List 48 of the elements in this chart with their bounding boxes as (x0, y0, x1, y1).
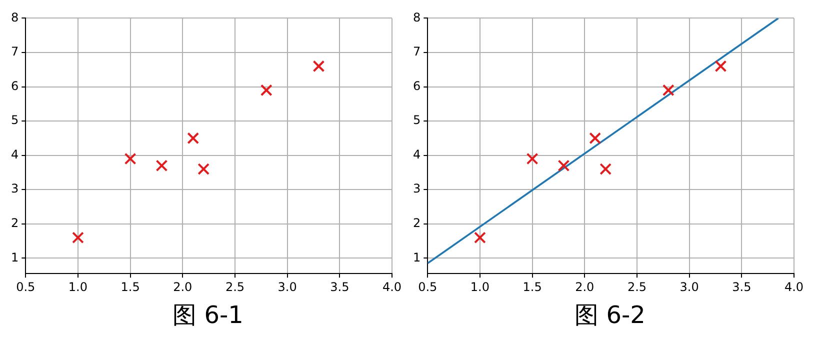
y-tick-label: 1 (10, 250, 19, 264)
x-tick-label: 2.5 (627, 280, 647, 294)
x-tick-label: 3.5 (732, 280, 752, 294)
y-tick-label: 6 (10, 78, 19, 93)
y-tick-label: 7 (412, 44, 421, 59)
x-tick-label: 1.0 (470, 280, 490, 294)
x-tick-label: 2.0 (173, 280, 192, 294)
y-tick-label: 1 (412, 250, 421, 264)
point (198, 163, 210, 175)
point (600, 163, 612, 175)
point (662, 84, 674, 96)
y-tick-label: 3 (412, 182, 421, 196)
x-tick-label: 3.5 (330, 280, 350, 294)
y-tick-label: 8 (412, 10, 421, 24)
point (589, 132, 602, 144)
x-tick-label: 4.0 (382, 280, 402, 294)
x-tick-label: 2.5 (225, 280, 245, 294)
point (156, 160, 168, 172)
y-tick-label: 2 (10, 216, 19, 230)
y-tick-label: 7 (10, 44, 19, 59)
point (260, 84, 272, 96)
x-tick-label: 3.0 (278, 280, 297, 294)
y-tick-label: 4 (10, 147, 19, 162)
point (72, 232, 84, 244)
x-tick-label: 1.5 (522, 280, 542, 294)
point (312, 60, 325, 72)
x-tick-label: 4.0 (784, 280, 804, 294)
y-tick-label: 2 (412, 216, 421, 230)
caption: 图 6-2 (574, 300, 646, 331)
caption: 图 6-1 (172, 300, 244, 331)
x-tick-label: 1.5 (120, 280, 140, 294)
y-tick-label: 5 (10, 113, 19, 128)
y-tick-label: 8 (10, 10, 19, 24)
point (474, 232, 486, 244)
point (124, 152, 136, 165)
point (526, 152, 538, 165)
point (187, 132, 200, 144)
point (714, 60, 727, 72)
y-tick-label: 5 (412, 113, 421, 128)
y-tick-label: 4 (412, 147, 421, 162)
point (558, 160, 570, 172)
x-tick-label: 0.5 (16, 280, 36, 294)
x-tick-label: 1.0 (68, 280, 88, 294)
x-tick-label: 0.5 (418, 280, 438, 294)
x-tick-label: 2.0 (575, 280, 594, 294)
y-tick-label: 6 (412, 78, 421, 93)
y-tick-label: 3 (10, 182, 19, 196)
x-tick-label: 3.0 (680, 280, 699, 294)
